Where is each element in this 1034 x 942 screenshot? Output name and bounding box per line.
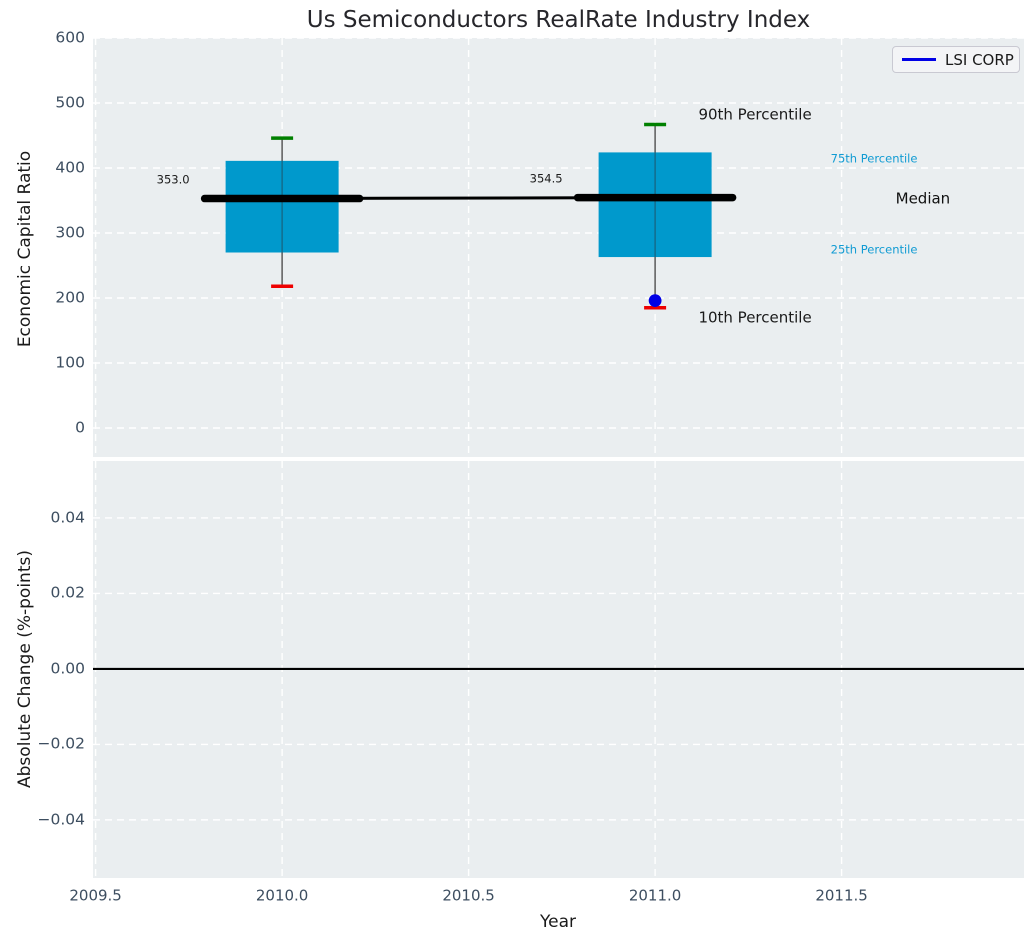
legend-label: LSI CORP xyxy=(945,50,1014,69)
legend-line-sample xyxy=(902,58,936,61)
x-axis-label: Year xyxy=(540,912,576,932)
top-y-axis-label: Economic Capital Ratio xyxy=(15,150,35,348)
bottom-y-axis-label: Absolute Change (%-points) xyxy=(15,550,35,788)
company-point-2011 xyxy=(648,294,662,308)
legend: LSI CORP xyxy=(892,46,1020,73)
chart-title: Us Semiconductors RealRate Industry Inde… xyxy=(306,7,811,33)
